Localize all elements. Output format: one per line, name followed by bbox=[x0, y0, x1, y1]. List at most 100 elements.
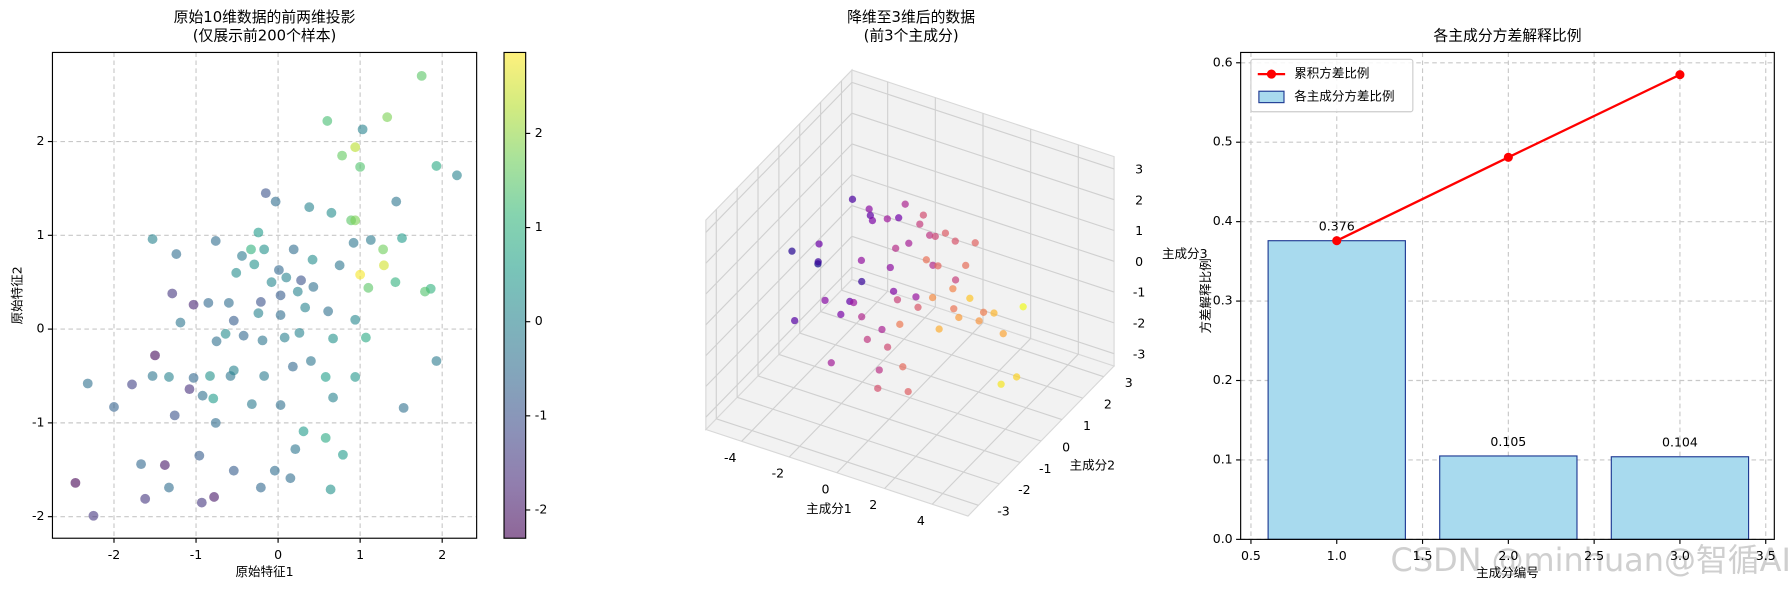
point bbox=[231, 267, 242, 278]
colorbar-tick-label: 2 bbox=[535, 125, 543, 140]
point bbox=[274, 265, 284, 275]
y-tick-label: -2 bbox=[32, 508, 45, 523]
point bbox=[300, 302, 311, 313]
point bbox=[188, 299, 199, 310]
point bbox=[255, 297, 266, 307]
y-tick-label: 2 bbox=[1104, 396, 1112, 411]
point bbox=[285, 473, 296, 484]
point bbox=[950, 305, 958, 313]
point bbox=[355, 269, 366, 280]
grid-line bbox=[799, 332, 1063, 421]
point bbox=[228, 465, 239, 476]
point bbox=[288, 244, 299, 255]
point bbox=[238, 330, 249, 341]
point bbox=[904, 387, 912, 396]
point bbox=[365, 235, 376, 245]
point bbox=[355, 161, 366, 172]
grid-line bbox=[705, 266, 853, 418]
point bbox=[308, 281, 319, 292]
point bbox=[350, 314, 361, 325]
point bbox=[979, 308, 988, 316]
grid-line bbox=[851, 174, 1115, 262]
y-tick-label: 0.2 bbox=[1213, 372, 1233, 387]
point bbox=[194, 450, 205, 461]
z-tick-label: -2 bbox=[1133, 316, 1146, 331]
point bbox=[788, 247, 796, 255]
point bbox=[210, 236, 221, 246]
point bbox=[171, 249, 182, 259]
z-tick-label: 0 bbox=[1135, 254, 1143, 269]
grid-line bbox=[705, 112, 853, 264]
point bbox=[912, 293, 920, 301]
point bbox=[420, 286, 430, 297]
grid-line bbox=[820, 311, 1083, 399]
z-tick-label: 3 bbox=[1135, 162, 1143, 177]
y-tick-label: 0.3 bbox=[1213, 293, 1233, 308]
point bbox=[246, 399, 257, 410]
x-tick-label: -2 bbox=[108, 547, 121, 562]
grid-line bbox=[705, 205, 853, 357]
point bbox=[350, 142, 361, 153]
point bbox=[287, 361, 298, 372]
point bbox=[159, 460, 170, 470]
chart-title: (仅展示前200个样本) bbox=[193, 27, 337, 44]
point bbox=[892, 244, 900, 252]
point bbox=[211, 336, 222, 347]
point bbox=[88, 510, 99, 521]
z-axis-label: 主成分3 bbox=[1162, 246, 1208, 261]
point bbox=[275, 400, 286, 410]
chart-title: 降维至3维后的数据 bbox=[847, 9, 975, 26]
bar bbox=[1267, 240, 1406, 540]
y-tick-label: 0.5 bbox=[1213, 134, 1233, 149]
legend-marker bbox=[1266, 69, 1277, 79]
axes-frame bbox=[1240, 51, 1775, 540]
point bbox=[390, 277, 401, 288]
point bbox=[203, 297, 214, 308]
point bbox=[901, 200, 909, 208]
x-tick-label: 4 bbox=[917, 513, 925, 528]
point bbox=[210, 417, 221, 428]
grid-line bbox=[841, 289, 1104, 378]
point bbox=[858, 313, 866, 321]
point bbox=[905, 239, 913, 247]
y-tick-label: 0 bbox=[1062, 439, 1070, 454]
point bbox=[1012, 373, 1021, 381]
point bbox=[868, 216, 877, 225]
point bbox=[962, 261, 970, 270]
point bbox=[922, 256, 930, 264]
point bbox=[955, 313, 963, 322]
bar-value-label: 0.104 bbox=[1662, 435, 1698, 450]
point bbox=[325, 484, 336, 495]
point bbox=[246, 244, 256, 255]
point bbox=[326, 207, 337, 218]
point bbox=[975, 317, 983, 325]
point bbox=[398, 402, 409, 413]
point bbox=[307, 254, 318, 265]
point bbox=[266, 277, 277, 288]
x-tick-label: 1 bbox=[356, 547, 364, 562]
point bbox=[259, 371, 270, 381]
point bbox=[360, 332, 371, 343]
point bbox=[990, 309, 998, 317]
x-tick-label: 2.5 bbox=[1584, 548, 1604, 563]
point bbox=[304, 202, 315, 213]
point bbox=[259, 244, 270, 255]
x-tick-label: 0 bbox=[822, 481, 830, 496]
point bbox=[378, 244, 389, 255]
point bbox=[951, 237, 959, 245]
z-tick-label: -3 bbox=[1133, 346, 1146, 361]
point bbox=[895, 214, 903, 222]
point bbox=[431, 161, 442, 171]
point bbox=[167, 288, 178, 299]
y-axis-label: 主成分2 bbox=[1070, 458, 1116, 473]
point bbox=[175, 317, 186, 328]
grid-line bbox=[851, 205, 1115, 293]
point bbox=[281, 272, 292, 283]
chart-title: (前3个主成分) bbox=[864, 27, 959, 44]
grid-line bbox=[705, 174, 853, 326]
point bbox=[452, 170, 462, 181]
z-tick-label: 2 bbox=[1135, 192, 1143, 207]
y-tick-label: 0 bbox=[36, 321, 44, 336]
x-tick-label: 0 bbox=[274, 547, 282, 562]
